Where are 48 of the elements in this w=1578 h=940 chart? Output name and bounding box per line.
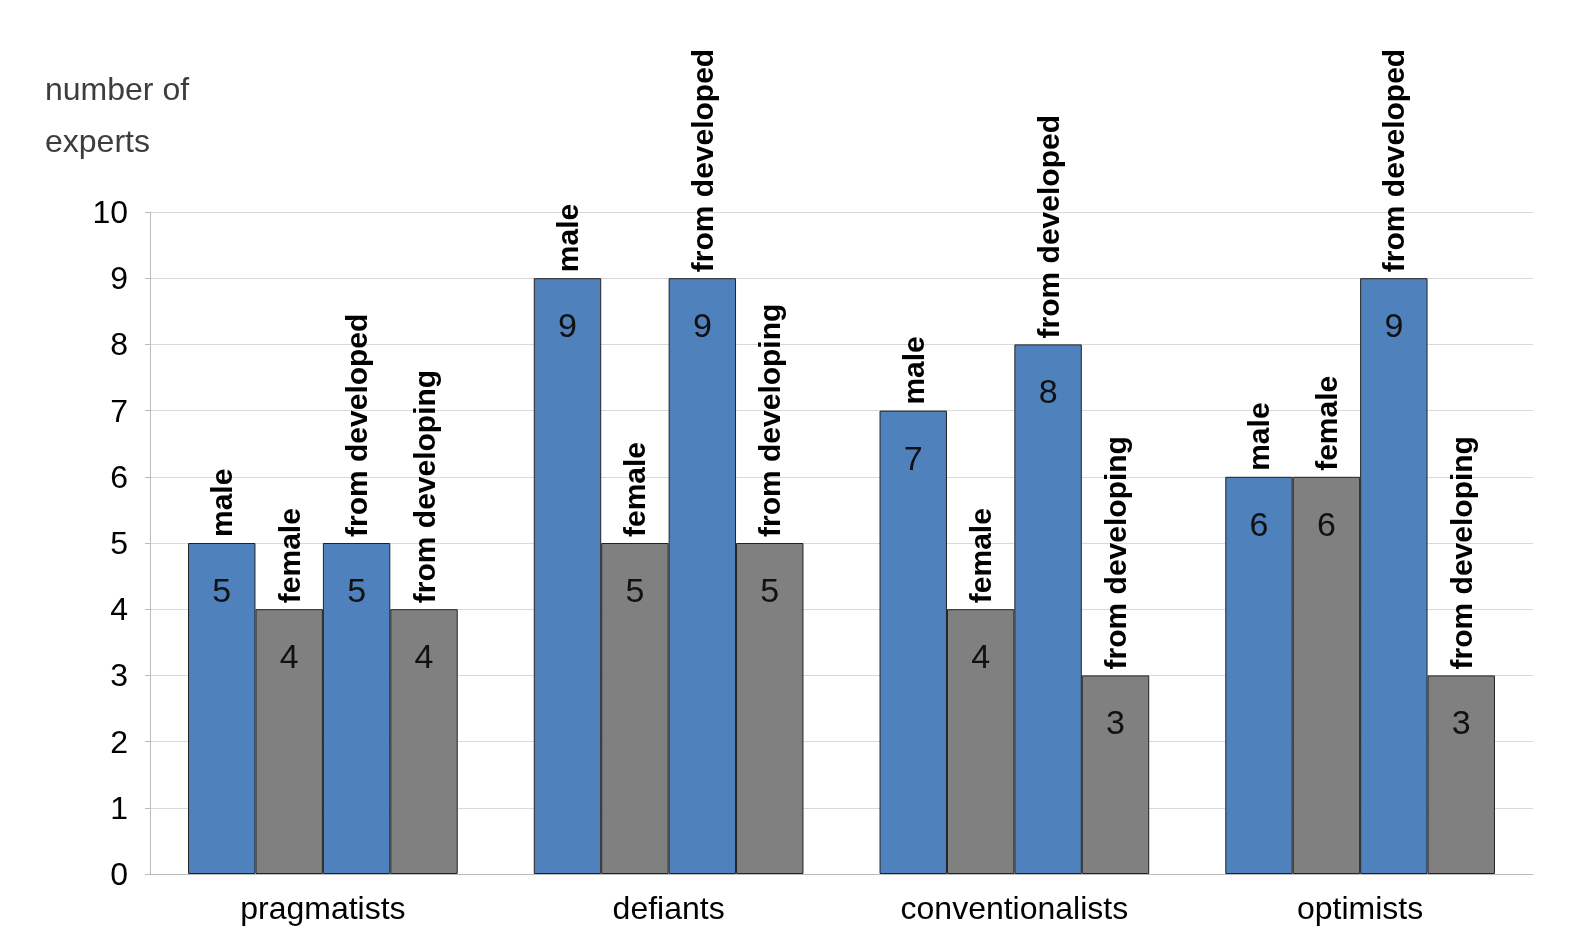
data-label: 3 [1451, 703, 1471, 742]
text: male [550, 203, 584, 273]
text: female [1309, 375, 1343, 471]
text: male [1242, 402, 1276, 471]
text: from developed [685, 48, 719, 273]
text: male [896, 336, 930, 405]
data-label: 8 [1038, 372, 1058, 411]
y-tick-label: 6 [110, 458, 128, 495]
y-tick-label: 3 [110, 657, 128, 694]
text: from developing [1099, 436, 1133, 670]
text: female [272, 508, 306, 604]
data-label: 4 [279, 637, 299, 676]
data-label: 9 [692, 306, 712, 345]
data-label: 6 [1249, 504, 1269, 543]
data-label: 3 [1106, 703, 1125, 742]
y-tick-label: 4 [110, 591, 128, 628]
text: from developed [1377, 48, 1411, 273]
x-tick-label: conventionalists [900, 890, 1129, 926]
text: female [618, 441, 652, 537]
text: from developed [340, 313, 374, 537]
data-label: 4 [414, 637, 434, 676]
text: from developed [1031, 115, 1065, 339]
data-label: 9 [1384, 306, 1404, 345]
data-label: 5 [625, 571, 645, 609]
data-label: 5 [347, 571, 367, 609]
y-axis-title: number of experts [45, 71, 198, 159]
data-label: 9 [558, 306, 577, 345]
y-tick-label: 9 [110, 260, 128, 297]
y-tick-label: 5 [110, 525, 128, 561]
text: from developing [753, 303, 787, 537]
x-tick-label: defiants [612, 890, 725, 926]
y-tick-label: 7 [110, 392, 128, 429]
data-label: 6 [1316, 504, 1336, 543]
data-label: 7 [903, 438, 923, 477]
text: from developing [1444, 436, 1478, 670]
data-label: 5 [212, 571, 232, 609]
y-tick-label: 0 [110, 856, 128, 892]
x-tick-label: optimists [1297, 890, 1424, 926]
text: from developing [407, 369, 441, 604]
y-tick-label: 1 [110, 789, 128, 826]
data-label: 4 [971, 637, 991, 676]
y-tick-label: 10 [92, 194, 128, 230]
text: female [964, 508, 998, 604]
y-tick-label: 8 [110, 326, 128, 363]
text: male [205, 468, 239, 537]
data-label: 5 [760, 571, 780, 609]
y-tick-label: 2 [110, 723, 128, 760]
x-tick-label: pragmatists [240, 890, 406, 926]
